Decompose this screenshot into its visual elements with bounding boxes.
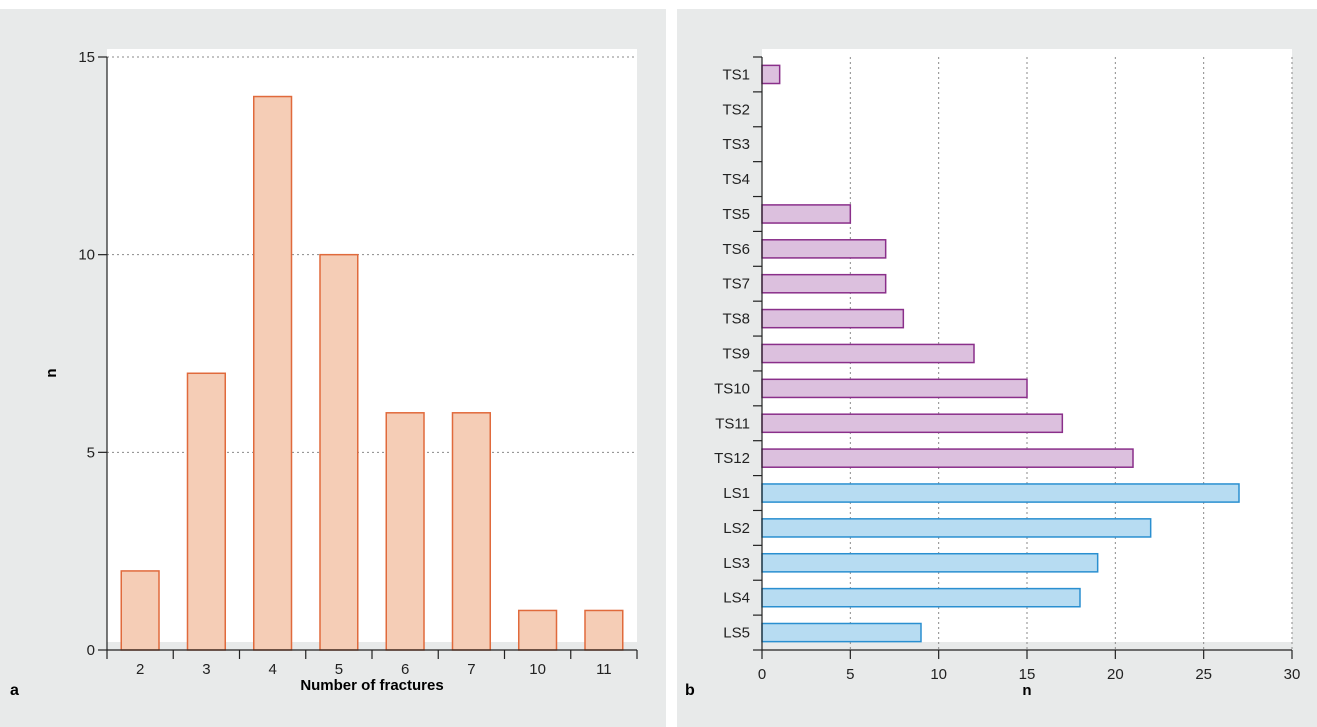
x-tick-label: 25 — [1195, 666, 1212, 683]
bar — [761, 308, 905, 329]
y-tick-label: TS9 — [722, 346, 750, 363]
bar — [761, 378, 1028, 399]
bar — [761, 552, 1099, 573]
y-tick-label: TS3 — [722, 136, 750, 153]
bar — [319, 253, 359, 651]
x-tick-label: 30 — [1284, 666, 1301, 683]
y-tick-label: LS3 — [723, 555, 750, 572]
x-tick-label: 20 — [1107, 666, 1124, 683]
y-tick-label: LS1 — [723, 485, 750, 502]
y-tick-label: TS2 — [722, 101, 750, 118]
bar — [761, 448, 1134, 468]
y-tick-label: TS6 — [722, 241, 750, 258]
x-tick-label: 3 — [202, 661, 210, 678]
bar — [761, 273, 887, 294]
x-tick-label: 2 — [136, 661, 144, 678]
bar — [761, 622, 922, 643]
y-tick-label: TS8 — [722, 311, 750, 328]
panel-label-a: a — [10, 682, 19, 699]
panel-a: 0 5 10 15 2 3 4 5 6 7 10 11 n Number of fractures … — [0, 9, 666, 727]
bar — [120, 570, 160, 651]
y-tick-label: TS12 — [714, 450, 750, 467]
bar — [252, 95, 293, 651]
y-tick-label: 5 — [87, 444, 95, 461]
x-tick-label: 5 — [846, 666, 854, 683]
y-tick-label: 0 — [87, 642, 95, 659]
y-tick-label: TS10 — [714, 380, 750, 397]
bar — [451, 412, 492, 651]
vertebra-bar-chart: TS1 TS2 TS3 TS4 TS5 TS6 TS7 TS8 TS9 TS10 TS11 TS12 L… — [685, 49, 1301, 699]
x-axis-label: n — [1022, 682, 1031, 699]
y-tick-label: TS5 — [722, 206, 750, 223]
bar — [761, 64, 781, 85]
x-tick-label: 7 — [467, 661, 475, 678]
y-tick-label: LS4 — [723, 590, 750, 607]
y-tick-label: 10 — [78, 247, 95, 264]
bar — [761, 239, 887, 259]
y-tick-label: TS1 — [722, 66, 750, 83]
x-tick-label: 10 — [529, 661, 546, 678]
y-tick-label: LS2 — [723, 520, 750, 537]
x-axis-label: Number of fractures — [300, 677, 443, 694]
x-tick-label: 0 — [758, 666, 766, 683]
x-tick-label: 11 — [596, 661, 612, 678]
y-tick-label: TS7 — [722, 276, 750, 293]
bar — [186, 372, 227, 651]
bar — [385, 412, 425, 651]
x-tick-label: 6 — [401, 661, 409, 678]
x-tick-label: 15 — [1019, 666, 1036, 683]
bar — [761, 518, 1152, 538]
bar — [761, 343, 975, 364]
y-axis-label: n — [43, 368, 60, 377]
x-tick-label: 5 — [335, 661, 343, 678]
bar — [584, 609, 624, 651]
bar — [761, 204, 852, 224]
panel-b: TS1 TS2 TS3 TS4 TS5 TS6 TS7 TS8 TS9 TS10 TS11 TS12 L… — [677, 9, 1317, 727]
bar — [761, 587, 1081, 608]
y-tick-label: TS4 — [722, 171, 750, 188]
y-tick-label: LS5 — [723, 625, 750, 642]
bar — [761, 483, 1240, 503]
bar — [517, 609, 558, 651]
plot-area — [107, 49, 637, 642]
y-tick-label: 15 — [78, 49, 95, 66]
x-tick-label: 10 — [930, 666, 947, 683]
bar — [761, 413, 1064, 434]
panel-label-b: b — [685, 682, 695, 699]
x-tick-label: 4 — [268, 661, 276, 678]
y-tick-label: TS11 — [715, 415, 750, 432]
